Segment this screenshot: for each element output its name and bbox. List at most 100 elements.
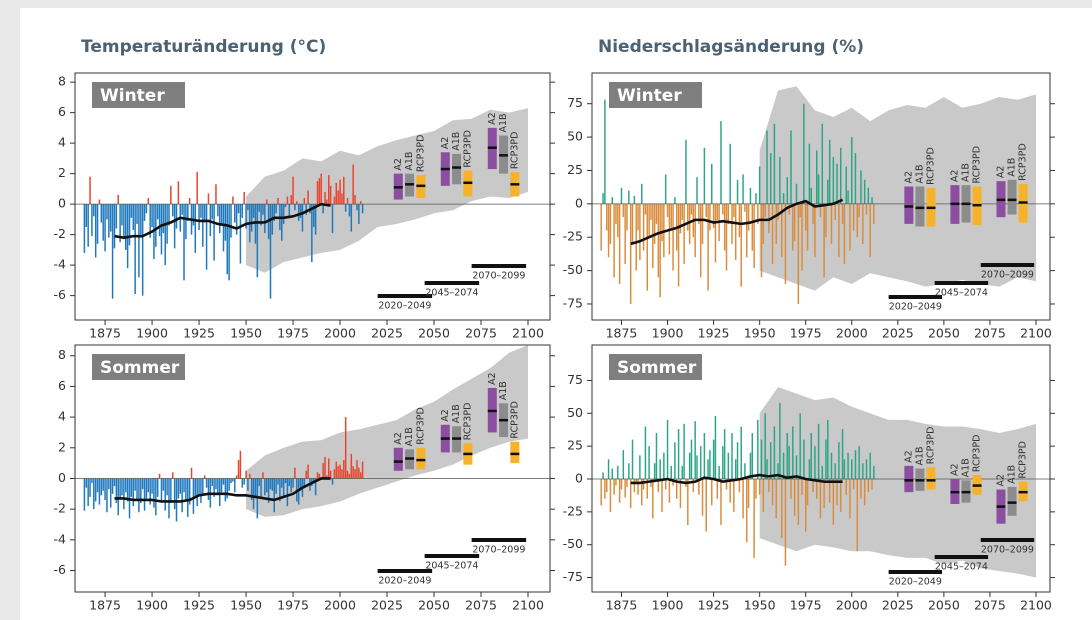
bar [202,478,204,494]
bar [136,204,138,224]
bar [111,478,114,494]
bar [282,204,285,224]
x-tick-label: 1875 [89,598,121,613]
x-tick-label: 2025 [882,326,914,341]
bar [688,203,691,244]
bar [326,199,328,205]
bar [683,423,685,480]
bar [93,478,95,510]
bar [611,468,614,480]
y-tick-label: 8 [58,74,66,89]
bar [168,478,170,519]
x-tick-label: 1925 [698,598,730,613]
scenario-name: A1B [451,404,462,423]
bar [718,465,720,480]
bar [117,478,119,516]
bar [753,479,755,558]
bar [207,478,210,500]
scenario-name: A2 [487,112,498,125]
bar [213,478,215,497]
bar [792,426,794,480]
bar [838,203,840,258]
bar [672,203,674,271]
bar [688,452,691,480]
bar [281,478,283,488]
bar [679,203,682,234]
bar [841,203,844,224]
bar [177,181,180,205]
bar [727,452,730,480]
scenario-name: A1B [960,458,971,477]
bar [98,478,101,505]
x-tick-label: 1900 [136,326,168,341]
bar [681,203,684,220]
bar [740,426,742,480]
bar [252,478,255,510]
bar [102,204,104,241]
bar [727,203,730,224]
bar [89,478,91,497]
y-tick-label: 0 [58,470,66,485]
bar [711,163,713,204]
bar [766,130,768,204]
bar [190,467,193,479]
y-tick-label: 8 [58,347,66,362]
bar [863,479,866,506]
bar [241,204,244,218]
bar [832,157,835,204]
bar [328,458,330,479]
bar [670,465,672,480]
bar [624,203,626,264]
bar [633,195,636,204]
bar [185,204,187,240]
bar [779,157,781,204]
bar [709,203,711,231]
bar [657,479,660,493]
bar [617,465,619,480]
scenario-name: A1B [451,132,462,151]
bar [288,204,291,217]
bar [714,203,717,263]
bar [720,121,722,204]
bar [747,203,750,231]
bar [852,479,855,490]
bar [234,478,236,493]
bar [102,478,104,491]
bar [701,479,704,516]
scenario-name: A1B [914,164,925,183]
bar [694,421,696,480]
bar [782,452,785,480]
bar [749,187,752,204]
period-label: 2020–2049 [889,302,942,313]
bar [228,204,230,281]
bar [100,478,103,496]
bar [85,204,88,227]
bar [173,204,176,249]
bar [247,478,249,491]
bar [269,204,272,299]
bar [788,203,790,215]
bar [615,479,617,486]
bar [804,479,807,532]
bar [836,479,838,506]
scenario-name: RCP3PD [972,146,983,184]
bar [249,473,251,479]
bar [699,203,702,278]
y-tick-label: 2 [58,439,66,454]
bar [762,479,765,512]
bar [769,442,772,480]
bar [153,478,155,508]
bar [254,204,257,244]
bar [224,478,227,502]
bar [134,204,136,295]
scenario-name: RCP3PD [972,434,983,472]
x-tick-label: 2100 [1020,598,1052,613]
bar [239,450,242,479]
bar [711,479,713,506]
bar [628,463,630,480]
bar [723,429,726,480]
bar [91,204,93,237]
bar [361,204,364,214]
bar [292,478,294,488]
bar [827,419,829,480]
